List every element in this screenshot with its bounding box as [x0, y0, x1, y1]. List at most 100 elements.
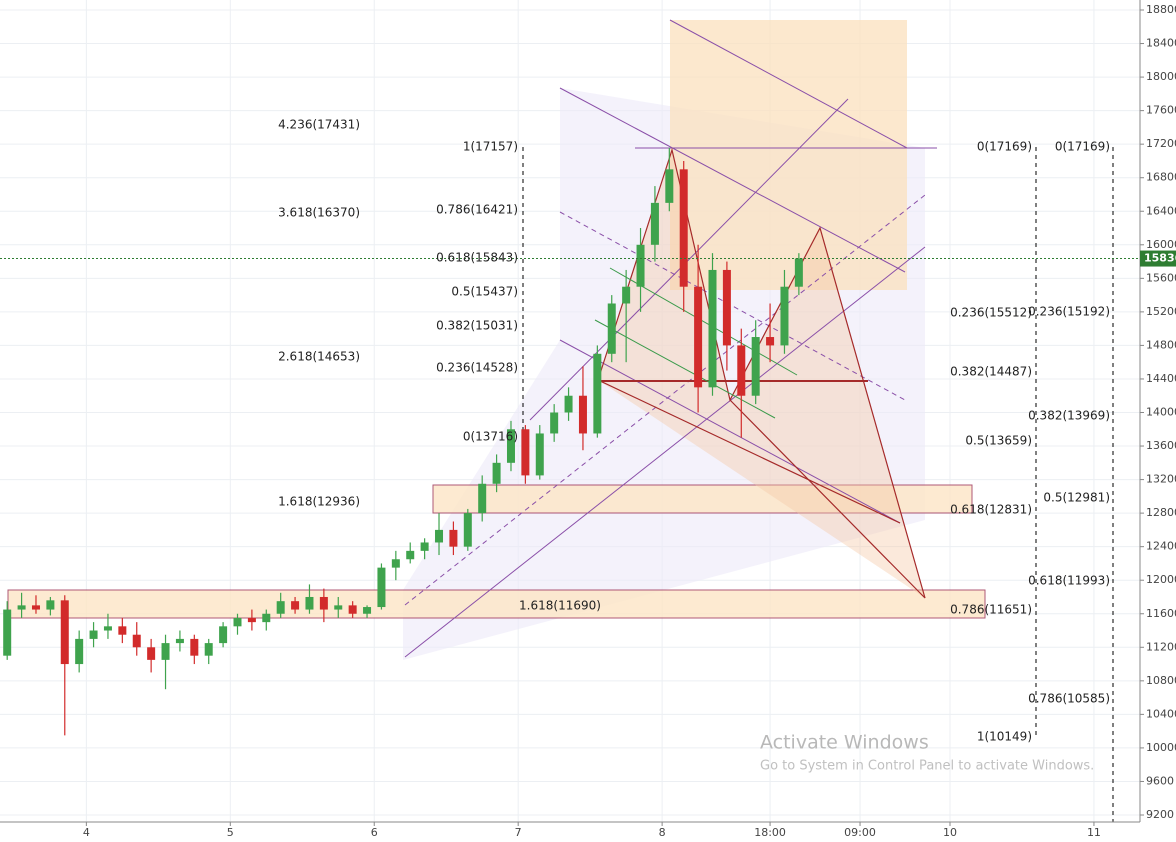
support-box	[7, 589, 986, 619]
candle-body	[175, 638, 184, 644]
fib-label: 0.786(10585)	[1028, 692, 1110, 706]
trend-line	[594, 319, 776, 419]
fib-label: 3.618(16370)	[278, 206, 360, 220]
candle-body	[694, 286, 703, 388]
candle-body	[492, 462, 501, 484]
candle-body	[118, 626, 127, 635]
candle-body	[103, 626, 112, 631]
axes: 9200 9600 10000 10400 10800 11200 11600 12000 12…	[83, 3, 1176, 839]
y-tick-label: 10400	[1146, 707, 1176, 720]
drawings	[7, 19, 1114, 842]
fib-label: 0.382(14487)	[950, 365, 1032, 379]
candle-body	[766, 337, 775, 346]
candle-body	[506, 429, 515, 463]
last-price-label: 15836	[1144, 252, 1176, 265]
x-tick-label: 18:00	[754, 826, 786, 839]
candle-body	[89, 630, 98, 639]
fib-label: 2.618(14653)	[278, 350, 360, 364]
candle-body	[420, 542, 429, 551]
fib-label: 0.786(16421)	[436, 203, 518, 217]
candle-body	[204, 643, 213, 656]
target-zone	[670, 20, 907, 290]
candle-body	[391, 559, 400, 568]
x-tick-label: 7	[515, 826, 522, 839]
candle-body	[132, 634, 141, 648]
candle-body	[276, 601, 285, 614]
fib-labels: 4.236(17431) 3.618(16370) 2.618(14653) 1…	[278, 118, 1110, 744]
candle-body	[449, 529, 458, 547]
y-tick-label: 12000	[1146, 573, 1176, 586]
fib-label: 0(17169)	[977, 140, 1032, 154]
y-tick-label: 18400	[1146, 37, 1176, 50]
candle-body	[363, 607, 372, 614]
candle-body	[564, 395, 573, 413]
channel-line	[404, 246, 926, 658]
price-axis	[1140, 0, 1176, 842]
fib-label: 0.5(13659)	[965, 434, 1032, 448]
fib-label: 1.618(11690)	[519, 599, 601, 613]
candle-body	[406, 550, 415, 560]
candle-body	[780, 286, 789, 346]
channel-line	[559, 339, 901, 524]
y-tick-label: 16800	[1146, 171, 1176, 184]
candle-body	[463, 513, 472, 547]
fib-label: 0.786(11651)	[950, 603, 1032, 617]
pattern-line	[597, 379, 901, 524]
x-tick-label: 11	[1087, 826, 1101, 839]
candle-body	[593, 353, 602, 434]
channel-line	[559, 87, 906, 273]
candle-body	[262, 613, 271, 623]
candle-body	[348, 605, 357, 614]
y-tick-label: 18800	[1146, 3, 1176, 16]
candle-body	[650, 202, 659, 245]
fib-label: 0.236(14528)	[436, 361, 518, 375]
candle-body	[478, 483, 487, 514]
candles	[0, 147, 1140, 736]
y-tick-label: 15200	[1146, 305, 1176, 318]
fib-label: 0(13716)	[463, 430, 518, 444]
candle-body	[147, 647, 156, 660]
candle-body	[46, 600, 55, 610]
y-tick-label: 17200	[1146, 137, 1176, 150]
fib-label: 0.382(15031)	[436, 319, 518, 333]
y-tick-label: 14400	[1146, 372, 1176, 385]
candle-body	[521, 429, 530, 476]
fib-label: 1(17157)	[463, 140, 518, 154]
candle-body	[17, 605, 26, 610]
fib-label: 1.618(12936)	[278, 495, 360, 509]
y-tick-label: 12800	[1146, 506, 1176, 519]
channel-mid	[404, 194, 926, 606]
y-tick-label: 14000	[1146, 406, 1176, 419]
candle-body	[60, 600, 69, 665]
candle-body	[607, 303, 616, 354]
watermark-title: Activate Windows	[760, 732, 929, 754]
candle-body	[622, 286, 631, 304]
fib-label: 0.382(13969)	[1028, 409, 1110, 423]
y-tick-label: 13200	[1146, 473, 1176, 486]
time-axis	[0, 822, 1176, 842]
y-tick-label: 17600	[1146, 104, 1176, 117]
y-tick-label: 15600	[1146, 271, 1176, 284]
x-tick-label: 5	[227, 826, 234, 839]
candle-body	[737, 345, 746, 396]
candle-body	[578, 395, 587, 434]
candle-body	[435, 529, 444, 543]
candle-body	[722, 269, 731, 346]
candle-body	[794, 258, 803, 287]
fib-label: 0.618(12831)	[950, 503, 1032, 517]
zone-box	[432, 484, 973, 514]
y-tick-label: 11600	[1146, 607, 1176, 620]
candle-body	[636, 244, 645, 287]
candle-body	[550, 412, 559, 434]
candle-body	[665, 169, 674, 203]
candle-body	[219, 626, 228, 644]
candle-body	[319, 596, 328, 610]
candle-body	[679, 169, 688, 287]
fib-label: 0(17169)	[1055, 140, 1110, 154]
pattern-line	[597, 147, 926, 599]
x-tick-label: 09:00	[844, 826, 876, 839]
candle-body	[233, 617, 242, 627]
candle-body	[190, 638, 199, 656]
candle-body	[334, 605, 343, 610]
